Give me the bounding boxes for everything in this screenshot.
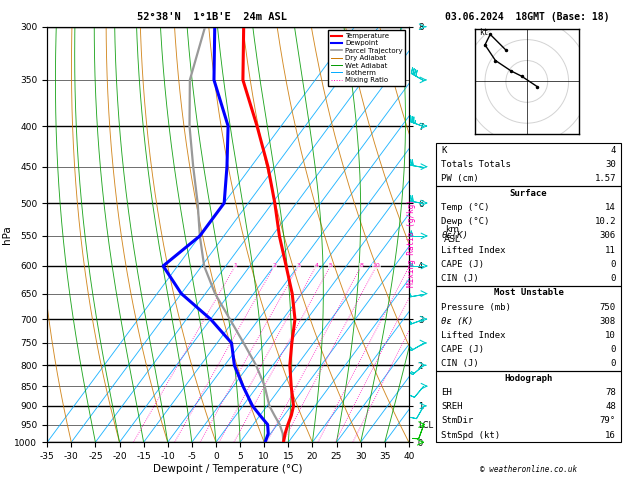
Text: 5: 5 — [328, 263, 332, 268]
Text: Lifted Index: Lifted Index — [442, 331, 506, 340]
Text: 1.57: 1.57 — [594, 174, 616, 183]
Text: CAPE (J): CAPE (J) — [442, 345, 484, 354]
Bar — [436, 143, 621, 186]
Text: 0: 0 — [611, 360, 616, 368]
Text: θε (K): θε (K) — [442, 317, 474, 326]
Text: 14: 14 — [605, 203, 616, 212]
Text: 0: 0 — [611, 260, 616, 269]
Text: 750: 750 — [600, 303, 616, 312]
Text: 306: 306 — [600, 231, 616, 241]
Text: EH: EH — [442, 388, 452, 397]
Text: CIN (J): CIN (J) — [442, 360, 479, 368]
Text: 0: 0 — [611, 274, 616, 283]
Text: StmDir: StmDir — [442, 417, 474, 425]
Text: 8: 8 — [359, 263, 363, 268]
Text: 4: 4 — [611, 146, 616, 155]
Text: 03.06.2024  18GMT (Base: 18): 03.06.2024 18GMT (Base: 18) — [445, 12, 609, 22]
Bar — [436, 286, 621, 371]
Text: StmSpd (kt): StmSpd (kt) — [442, 431, 501, 440]
Text: kt: kt — [479, 28, 488, 37]
Text: 308: 308 — [600, 317, 616, 326]
Text: 2: 2 — [272, 263, 276, 268]
Text: 1: 1 — [233, 263, 237, 268]
Text: 16: 16 — [605, 431, 616, 440]
Legend: Temperature, Dewpoint, Parcel Trajectory, Dry Adiabat, Wet Adiabat, Isotherm, Mi: Temperature, Dewpoint, Parcel Trajectory… — [328, 30, 405, 86]
Text: Lifted Index: Lifted Index — [442, 245, 506, 255]
Bar — [436, 371, 621, 442]
Text: Most Unstable: Most Unstable — [494, 288, 564, 297]
Text: K: K — [442, 146, 447, 155]
Text: 48: 48 — [605, 402, 616, 411]
Text: 11: 11 — [605, 245, 616, 255]
Text: 0: 0 — [611, 345, 616, 354]
Text: 30: 30 — [605, 160, 616, 169]
Text: Temp (°C): Temp (°C) — [442, 203, 490, 212]
Text: SREH: SREH — [442, 402, 463, 411]
Text: 4: 4 — [314, 263, 318, 268]
X-axis label: Dewpoint / Temperature (°C): Dewpoint / Temperature (°C) — [153, 464, 303, 474]
Text: CIN (J): CIN (J) — [442, 274, 479, 283]
Text: © weatheronline.co.uk: © weatheronline.co.uk — [480, 465, 577, 474]
Bar — [436, 186, 621, 286]
Text: Pressure (mb): Pressure (mb) — [442, 303, 511, 312]
Y-axis label: hPa: hPa — [2, 225, 12, 244]
Text: 3: 3 — [296, 263, 301, 268]
Text: Dewp (°C): Dewp (°C) — [442, 217, 490, 226]
Text: 10.2: 10.2 — [594, 217, 616, 226]
Text: 79°: 79° — [600, 417, 616, 425]
Text: PW (cm): PW (cm) — [442, 174, 479, 183]
Text: Mixing Ratio (g/kg): Mixing Ratio (g/kg) — [408, 199, 416, 287]
Text: Totals Totals: Totals Totals — [442, 160, 511, 169]
Text: 78: 78 — [605, 388, 616, 397]
Text: 10: 10 — [372, 263, 381, 268]
Text: Hodograph: Hodograph — [504, 374, 553, 382]
Y-axis label: km
ASL: km ASL — [444, 225, 461, 244]
Text: Surface: Surface — [510, 189, 547, 198]
Text: 10: 10 — [605, 331, 616, 340]
Text: 52°38'N  1°1B'E  24m ASL: 52°38'N 1°1B'E 24m ASL — [137, 12, 287, 22]
Text: θε(K): θε(K) — [442, 231, 469, 241]
Text: CAPE (J): CAPE (J) — [442, 260, 484, 269]
